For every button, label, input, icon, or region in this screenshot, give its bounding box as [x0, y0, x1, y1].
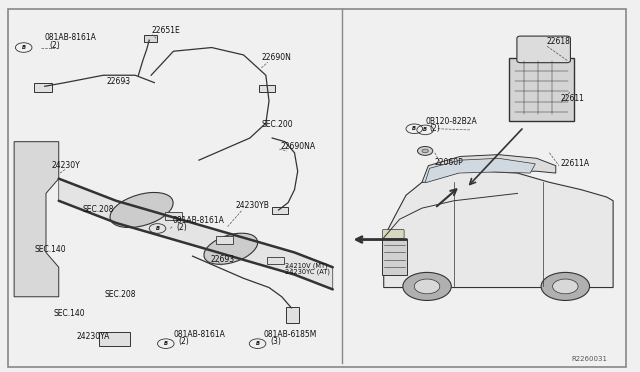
Text: B: B [255, 341, 260, 346]
Text: 24210V (MT): 24210V (MT) [285, 262, 328, 269]
Text: 081AB-8161A: 081AB-8161A [45, 33, 97, 42]
Text: 22690NA: 22690NA [280, 142, 316, 151]
Polygon shape [425, 158, 536, 182]
FancyBboxPatch shape [382, 239, 407, 275]
Text: 24230YC (AT): 24230YC (AT) [285, 269, 330, 275]
FancyBboxPatch shape [165, 212, 182, 219]
FancyBboxPatch shape [144, 35, 157, 42]
Circle shape [541, 272, 589, 301]
FancyBboxPatch shape [259, 85, 275, 92]
Text: B: B [412, 126, 416, 131]
Text: (2): (2) [177, 222, 188, 231]
Text: 22611A: 22611A [561, 159, 590, 168]
Text: (2): (2) [429, 124, 440, 132]
Polygon shape [59, 179, 333, 289]
Circle shape [422, 149, 428, 153]
Ellipse shape [110, 192, 173, 228]
Text: SEC.208: SEC.208 [104, 290, 136, 299]
Text: (2): (2) [49, 41, 60, 49]
Text: B: B [423, 127, 427, 132]
Text: 0B120-82B2A: 0B120-82B2A [425, 117, 477, 126]
FancyBboxPatch shape [267, 257, 284, 264]
Text: 22651E: 22651E [151, 26, 180, 35]
FancyBboxPatch shape [216, 236, 233, 244]
Text: 22693: 22693 [211, 255, 234, 264]
FancyBboxPatch shape [99, 332, 130, 346]
Text: 22690N: 22690N [261, 54, 291, 62]
Ellipse shape [204, 233, 258, 264]
Polygon shape [422, 155, 556, 182]
Text: 22693: 22693 [106, 77, 131, 86]
FancyBboxPatch shape [34, 83, 52, 92]
Text: 22611: 22611 [561, 94, 585, 103]
Circle shape [417, 147, 433, 155]
Text: 24230Y: 24230Y [51, 161, 80, 170]
Circle shape [552, 279, 578, 294]
Text: (3): (3) [270, 337, 281, 346]
Text: SEC.140: SEC.140 [35, 246, 66, 254]
Circle shape [403, 272, 451, 301]
Text: 22618: 22618 [546, 37, 570, 46]
Text: 081AB-8161A: 081AB-8161A [173, 330, 225, 339]
Text: SEC.200: SEC.200 [261, 120, 293, 129]
FancyBboxPatch shape [517, 36, 570, 62]
Circle shape [414, 279, 440, 294]
Polygon shape [384, 171, 613, 288]
FancyBboxPatch shape [271, 207, 288, 214]
Text: SEC.140: SEC.140 [54, 309, 85, 318]
FancyBboxPatch shape [286, 308, 299, 323]
Text: (2): (2) [179, 337, 189, 346]
Text: 081AB-8161A: 081AB-8161A [172, 216, 224, 225]
Text: 24230YB: 24230YB [236, 201, 270, 210]
Text: 081AB-6185M: 081AB-6185M [264, 330, 317, 339]
Text: 24230YA: 24230YA [77, 332, 110, 341]
Polygon shape [14, 142, 59, 297]
Text: B: B [164, 341, 168, 346]
Text: B: B [156, 226, 159, 231]
Text: R2260031: R2260031 [572, 356, 608, 362]
Text: 22060P: 22060P [435, 158, 463, 167]
Text: B: B [22, 45, 26, 50]
Text: SEC.208: SEC.208 [83, 205, 115, 214]
FancyBboxPatch shape [383, 230, 404, 238]
FancyBboxPatch shape [509, 58, 573, 121]
